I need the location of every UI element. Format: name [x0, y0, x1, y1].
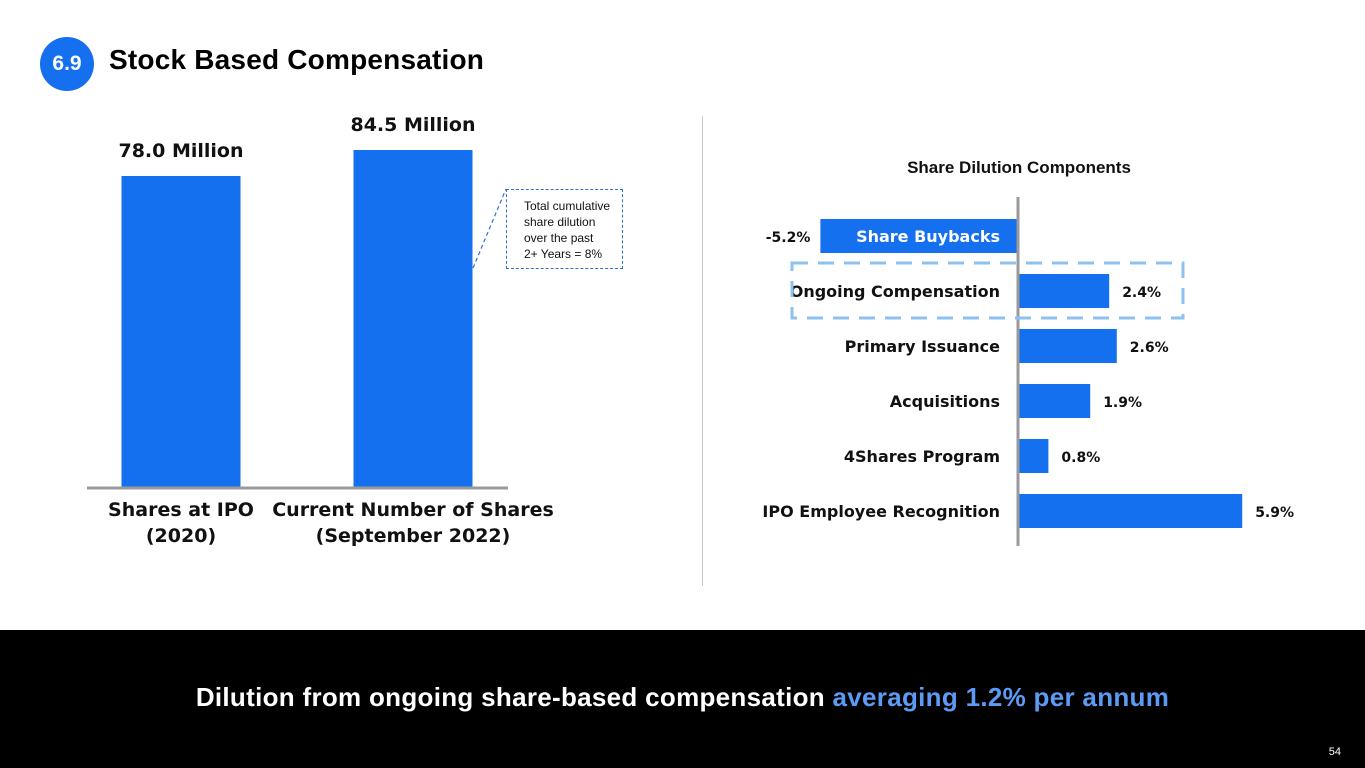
footer-banner: Dilution from ongoing share-based compen…	[0, 630, 1365, 768]
callout-line: Total cumulative	[524, 199, 611, 213]
dilution-chart-title: Share Dilution Components	[907, 158, 1131, 177]
dilution-components-chart: Share Dilution Components Share Buybacks -…	[762, 158, 1294, 546]
dilution-data-label: 1.9%	[1103, 395, 1142, 411]
dilution-data-label: 2.4%	[1122, 285, 1161, 301]
highlight-box-ongoing-compensation	[790, 261, 1185, 320]
dilution-category-label: 4Shares Program	[844, 447, 1000, 466]
shares-data-label: 84.5 Million	[350, 114, 475, 136]
dilution-category-label: IPO Employee Recognition	[762, 502, 1000, 521]
callout-line: over the past	[524, 231, 594, 245]
footer-text-main: Dilution from ongoing share-based compen…	[195, 682, 833, 712]
dilution-category-label: Primary Issuance	[845, 337, 1001, 356]
dilution-bar	[1018, 494, 1243, 528]
dilution-bar	[1018, 274, 1110, 308]
dilution-data-label: -5.2%	[766, 230, 811, 246]
dilution-bar	[820, 219, 1018, 253]
shares-bar	[353, 150, 473, 488]
dilution-callout: Total cumulative share dilution over the…	[506, 189, 623, 269]
footer-message: Dilution from ongoing share-based compen…	[0, 682, 1365, 713]
dilution-category-label: Share Buybacks	[856, 227, 1000, 246]
shares-data-label: 78.0 Million	[118, 140, 243, 162]
dilution-bar	[1018, 439, 1049, 473]
footer-text-highlight: averaging 1.2% per annum	[832, 682, 1170, 712]
dilution-data-label: 5.9%	[1255, 505, 1294, 521]
dilution-data-label: 0.8%	[1061, 450, 1100, 466]
shares-bar	[121, 176, 241, 488]
shares-category-label: (2020)	[146, 525, 216, 547]
dilution-category-label: Acquisitions	[890, 392, 1000, 411]
shares-category-label: Current Number of Shares	[272, 499, 554, 521]
vertical-divider	[702, 116, 703, 586]
shares-category-label: Shares at IPO	[108, 499, 254, 521]
dilution-category-label: Ongoing Compensation	[790, 282, 1000, 301]
shares-bar-chart: 78.0 Million Shares at IPO (2020) 84.5 Mill…	[87, 114, 554, 547]
section-number-badge: 6.9	[40, 37, 94, 91]
page-number: 54	[1328, 746, 1341, 758]
callout-leader-line	[472, 188, 507, 269]
shares-category-label: (September 2022)	[316, 525, 511, 547]
callout-line: share dilution	[524, 215, 596, 229]
callout-line: 2+ Years = 8%	[524, 247, 603, 261]
dilution-data-label: 2.6%	[1130, 340, 1169, 356]
dilution-bar	[1018, 384, 1091, 418]
page-title: Stock Based Compensation	[109, 44, 485, 75]
dilution-bar	[1018, 329, 1117, 363]
